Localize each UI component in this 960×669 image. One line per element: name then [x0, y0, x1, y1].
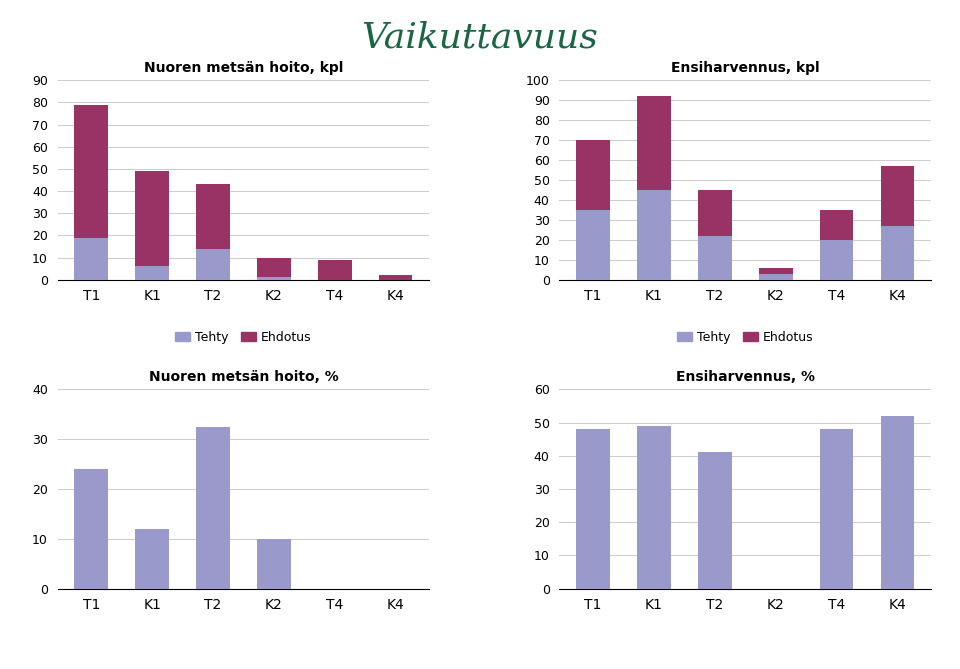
Bar [257, 278, 291, 280]
Bar [820, 429, 853, 589]
Bar [637, 426, 671, 589]
Text: 12: 12 [472, 644, 488, 657]
Bar [75, 237, 108, 280]
Bar [637, 190, 671, 280]
Bar [881, 166, 914, 226]
Bar [698, 190, 732, 235]
Legend: Tehty, Ehdotus: Tehty, Ehdotus [672, 326, 819, 349]
Title: Ensiharvennus, kpl: Ensiharvennus, kpl [671, 61, 820, 75]
Bar [318, 260, 351, 280]
Bar [196, 185, 229, 249]
Text: Hyvönen & Korhonen  10.9.2007: Hyvönen & Korhonen 10.9.2007 [10, 644, 213, 657]
Bar [881, 226, 914, 280]
Title: Nuoren metsän hoito, %: Nuoren metsän hoito, % [149, 370, 338, 384]
Bar [75, 469, 108, 589]
Title: Nuoren metsän hoito, kpl: Nuoren metsän hoito, kpl [144, 61, 343, 75]
Bar [135, 266, 169, 280]
Bar [698, 452, 732, 589]
Bar [576, 140, 610, 210]
Bar [881, 416, 914, 589]
Title: Ensiharvennus, %: Ensiharvennus, % [676, 370, 815, 384]
Bar [257, 258, 291, 278]
Bar [196, 427, 229, 589]
Bar [820, 240, 853, 280]
Bar [759, 268, 793, 274]
Bar [379, 275, 413, 280]
Bar [196, 249, 229, 280]
Text: Vaikuttavuus: Vaikuttavuus [362, 20, 598, 54]
Bar [135, 171, 169, 266]
Bar [820, 210, 853, 240]
Bar [576, 210, 610, 280]
Text: METLA: METLA [876, 641, 950, 660]
Bar [637, 96, 671, 190]
Legend: Tehty, Ehdotus: Tehty, Ehdotus [170, 326, 317, 349]
Bar [576, 429, 610, 589]
Bar [698, 235, 732, 280]
Bar [759, 274, 793, 280]
Bar [75, 104, 108, 237]
Bar [257, 539, 291, 589]
Bar [135, 529, 169, 589]
